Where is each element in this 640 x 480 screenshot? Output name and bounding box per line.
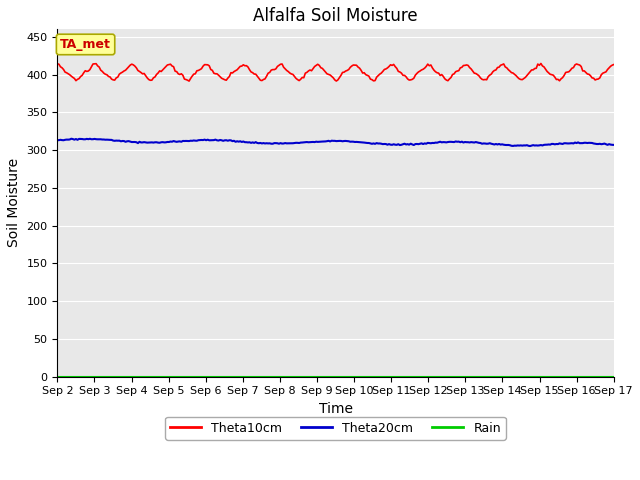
Rain [297,374,305,380]
Theta10cm [239,62,247,68]
Theta20cm [610,142,618,148]
Theta20cm [239,139,247,144]
Theta10cm [54,61,61,67]
Theta20cm [526,143,534,149]
Theta20cm [124,138,131,144]
Theta20cm [67,136,75,142]
X-axis label: Time: Time [319,402,353,416]
Theta20cm [298,140,306,145]
Title: Alfalfa Soil Moisture: Alfalfa Soil Moisture [253,7,418,25]
Theta10cm [298,74,306,80]
Theta10cm [537,60,545,66]
Line: Theta20cm: Theta20cm [58,139,614,146]
Theta10cm [610,62,618,68]
Theta10cm [221,77,228,83]
Rain [247,374,255,380]
Theta20cm [221,137,228,143]
Theta20cm [582,140,589,145]
Rain [220,374,227,380]
Theta10cm [249,70,257,75]
Theta20cm [249,140,257,145]
Rain [54,374,61,380]
Theta10cm [185,78,193,84]
Line: Theta10cm: Theta10cm [58,63,614,81]
Theta10cm [582,70,589,75]
Rain [579,374,587,380]
Rain [122,374,129,380]
Theta20cm [54,137,61,143]
Rain [610,374,618,380]
Theta10cm [122,67,129,73]
Rain [238,374,246,380]
Y-axis label: Soil Moisture: Soil Moisture [7,158,21,248]
Text: TA_met: TA_met [60,38,111,51]
Legend: Theta10cm, Theta20cm, Rain: Theta10cm, Theta20cm, Rain [165,417,506,440]
